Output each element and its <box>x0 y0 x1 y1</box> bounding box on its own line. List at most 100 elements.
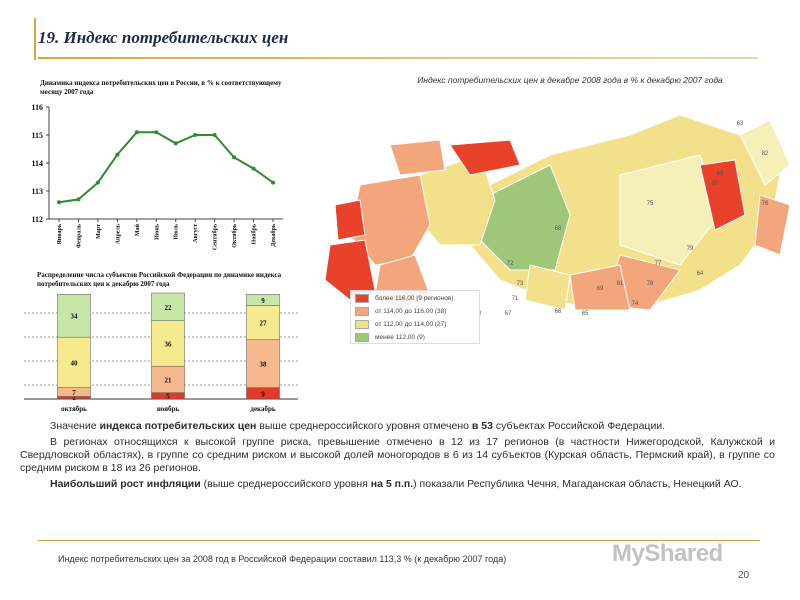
region-value-label: 66 <box>555 309 562 315</box>
legend-swatch <box>355 293 369 303</box>
region-value-label: 64 <box>697 271 704 277</box>
magadan-region <box>699 159 746 231</box>
cpi-point <box>212 133 217 137</box>
region-value-label: 72 <box>507 261 514 267</box>
cpi-point <box>57 200 61 205</box>
cpi-line <box>58 131 274 204</box>
legend-item: от 114,00 до 116,00 (38) <box>355 305 475 317</box>
region-value-label: 69 <box>597 286 604 292</box>
x-tick-label: Декабрь <box>270 223 277 247</box>
region-value-label: 73 <box>517 281 524 287</box>
region-value-label: 63 <box>737 121 744 127</box>
region-value-label: 71 <box>512 296 519 302</box>
x-category-label: ноябрь <box>157 405 180 413</box>
region-value-label: 75 <box>647 201 654 207</box>
legend-item: более 116,00 (9 регионов) <box>355 292 475 304</box>
y-tick-label: 114 <box>31 159 43 168</box>
page-number: 20 <box>738 570 750 581</box>
map-legend: более 116,00 (9 регионов) от 114,00 до 11… <box>350 290 480 344</box>
region-value-label: 74 <box>632 301 639 307</box>
legend-item: менее 112,00 (9) <box>355 331 475 343</box>
segment-label: 38 <box>260 361 268 369</box>
region-value-label: 67 <box>505 311 512 317</box>
x-category-label: октябрь <box>61 405 87 413</box>
stacked-bar-chart: 27 40 34 октябрь 5 21 36 22 ноябрь 9 38 27 9 декабрь <box>24 292 298 413</box>
cpi-point <box>154 130 159 135</box>
map-title: Индекс потребительских цен в декабре 200… <box>417 75 723 85</box>
cpi-point <box>115 152 120 157</box>
footer-note: Индекс потребительских цен за 2008 год в… <box>58 554 507 564</box>
bar-chart-title: Распределение числа субъектов Российской… <box>37 271 282 288</box>
region-value-label: 77 <box>655 261 662 267</box>
region-value-label: 82 <box>762 151 769 157</box>
chukotka-region <box>739 119 791 186</box>
line-chart-title: Динамика индекса потребительских цен в Р… <box>40 79 282 96</box>
stack-segment <box>57 336 91 388</box>
segment-label: 9 <box>261 297 265 305</box>
x-tick-label: Июнь <box>154 223 160 240</box>
stack-segment <box>151 292 185 322</box>
segment-label: 7 <box>72 389 76 397</box>
stack-segment <box>246 294 280 306</box>
x-category-label: декабрь <box>250 405 275 413</box>
slide-title: 19. Индекс потребительских цен <box>38 28 289 47</box>
segment-label: 34 <box>71 313 79 321</box>
paragraph-1: Значение индекса потребительских цен выш… <box>50 420 666 432</box>
paragraph-2: В регионах относящихся к высокой группе … <box>20 436 775 474</box>
legend-label: от 114,00 до 116,00 (38) <box>375 307 447 315</box>
irkutsk-region <box>569 264 631 311</box>
region-value-label: 76 <box>762 201 769 207</box>
legend-label: менее 112,00 (9) <box>375 333 425 341</box>
paragraph-3: Наибольший рост инфляции (выше среднерос… <box>50 478 742 490</box>
x-tick-label: Октябрь <box>231 223 238 248</box>
line-chart: 112 113 114 115 116 Январь Февраль Март Апрель Ма… <box>31 103 283 250</box>
x-tick-label: Апрель <box>115 223 121 244</box>
footer-divider <box>38 540 760 541</box>
cpi-point <box>232 155 237 160</box>
segment-label: 36 <box>165 340 173 348</box>
segment-label: 9 <box>261 390 265 398</box>
region-value-label: 80 <box>712 181 719 187</box>
region-value-label: 68 <box>555 226 562 232</box>
stack-segment <box>57 294 91 338</box>
title-underline <box>38 57 758 59</box>
cpi-point <box>251 166 256 171</box>
x-tick-label: Август <box>193 224 199 243</box>
x-tick-label: Январь <box>57 223 63 244</box>
cpi-point <box>173 141 178 146</box>
watermark-logo: MyShared <box>612 540 723 567</box>
krasnoyarsk-south-region <box>524 264 571 311</box>
x-tick-label: Май <box>134 223 141 236</box>
y-tick-label: 113 <box>31 187 43 196</box>
region-value-label: 69 <box>717 171 724 177</box>
stack-segment <box>246 339 280 388</box>
cpi-point <box>95 180 100 185</box>
segment-label: 5 <box>166 392 170 400</box>
legend-label: более 116,00 (9 регионов) <box>375 294 454 302</box>
yakutia-region <box>619 154 721 266</box>
region-value-label: 65 <box>582 311 589 317</box>
y-tick-label: 115 <box>31 131 43 140</box>
stack-segment <box>151 320 185 367</box>
segment-label: 22 <box>165 304 173 312</box>
legend-swatch <box>355 306 369 316</box>
cpi-point <box>271 180 275 185</box>
nenets-region <box>449 139 521 176</box>
cpi-point <box>76 197 81 202</box>
stack-segment <box>246 305 280 340</box>
north-west-region <box>389 139 446 176</box>
x-tick-label: Ноябрь <box>251 223 258 244</box>
cpi-point <box>134 130 139 135</box>
legend-label: от 112,00 до 114,00 (27) <box>375 320 447 328</box>
x-tick-label: Сентябрь <box>212 223 219 250</box>
segment-label: 40 <box>71 359 79 367</box>
legend-swatch <box>355 332 369 342</box>
segment-label: 21 <box>165 376 173 384</box>
legend-item: от 112,00 до 114,00 (27) <box>355 318 475 330</box>
segment-label: 2 <box>72 394 76 402</box>
cpi-point <box>193 133 198 137</box>
y-tick-label: 116 <box>31 103 43 112</box>
stack-segment <box>151 365 185 393</box>
title-accent-bar <box>34 18 36 60</box>
kamchatka-region <box>754 194 791 256</box>
